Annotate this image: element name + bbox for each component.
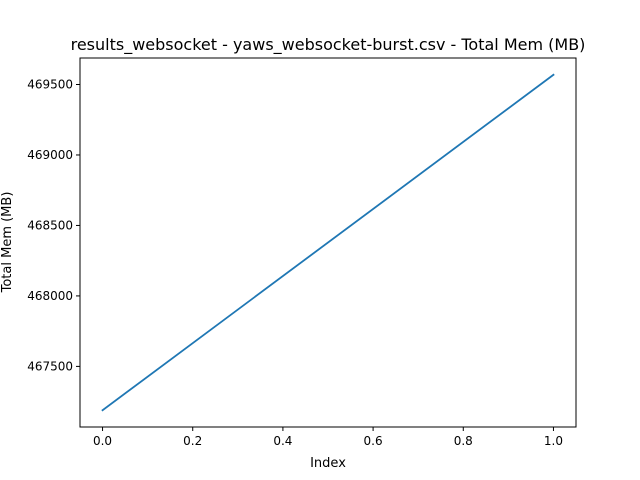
x-tick-label: 1.0 xyxy=(544,434,563,448)
x-tick-label: 0.2 xyxy=(183,434,202,448)
y-tick-label: 467500 xyxy=(27,359,73,373)
y-tick-label: 469000 xyxy=(27,148,73,162)
x-tick-label: 0.4 xyxy=(273,434,292,448)
x-tick-label: 0.6 xyxy=(364,434,383,448)
x-axis-label: Index xyxy=(310,456,346,471)
x-tick-label: 0.8 xyxy=(454,434,473,448)
series-line-1 xyxy=(101,73,555,412)
y-axis-label: Total Mem (MB) xyxy=(0,192,15,294)
y-axis-ticks: 467500 468000 468500 469000 469500 xyxy=(27,77,80,373)
x-tick-label: 0.0 xyxy=(93,434,112,448)
x-axis-ticks: 0.0 0.2 0.4 0.6 0.8 1.0 xyxy=(93,427,563,448)
y-tick-label: 468000 xyxy=(27,289,73,303)
plot-frame xyxy=(79,57,577,428)
y-tick-label: 469500 xyxy=(27,77,73,91)
y-tick-label: 468500 xyxy=(27,218,73,232)
chart-title: results_websocket - yaws_websocket-burst… xyxy=(71,35,586,55)
series-layer xyxy=(101,73,555,412)
